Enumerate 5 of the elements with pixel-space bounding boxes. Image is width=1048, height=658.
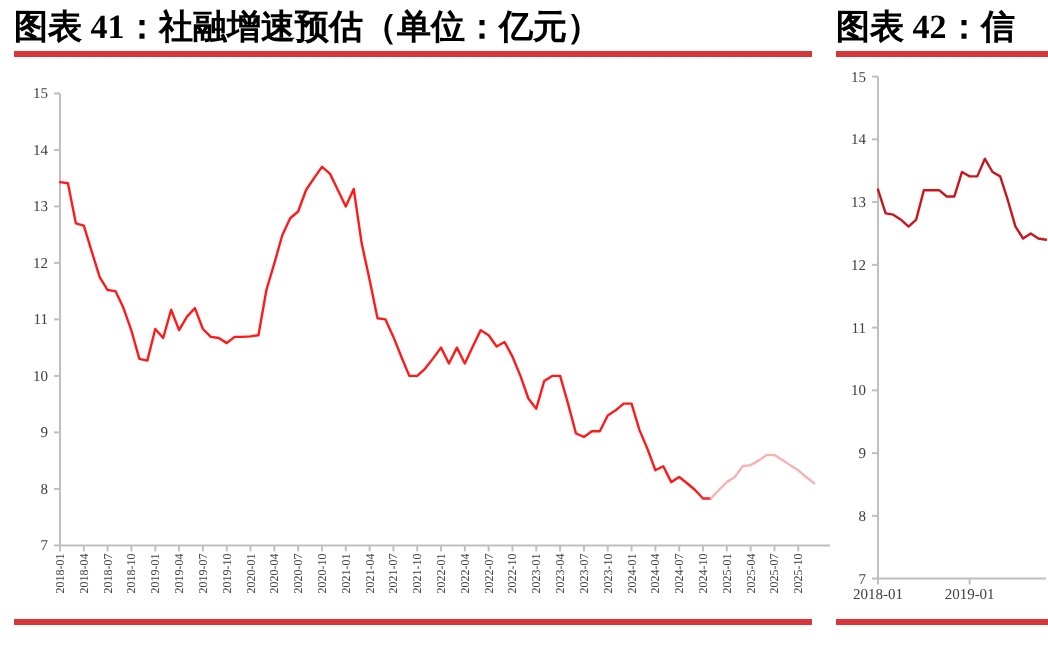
line-series xyxy=(876,157,1048,241)
chart-title: 图表 41：社融增速预估（单位：亿元） xyxy=(14,8,601,46)
line-series xyxy=(709,453,816,500)
chart-title: 图表 42：信 xyxy=(836,8,1015,46)
line-series xyxy=(58,165,713,500)
